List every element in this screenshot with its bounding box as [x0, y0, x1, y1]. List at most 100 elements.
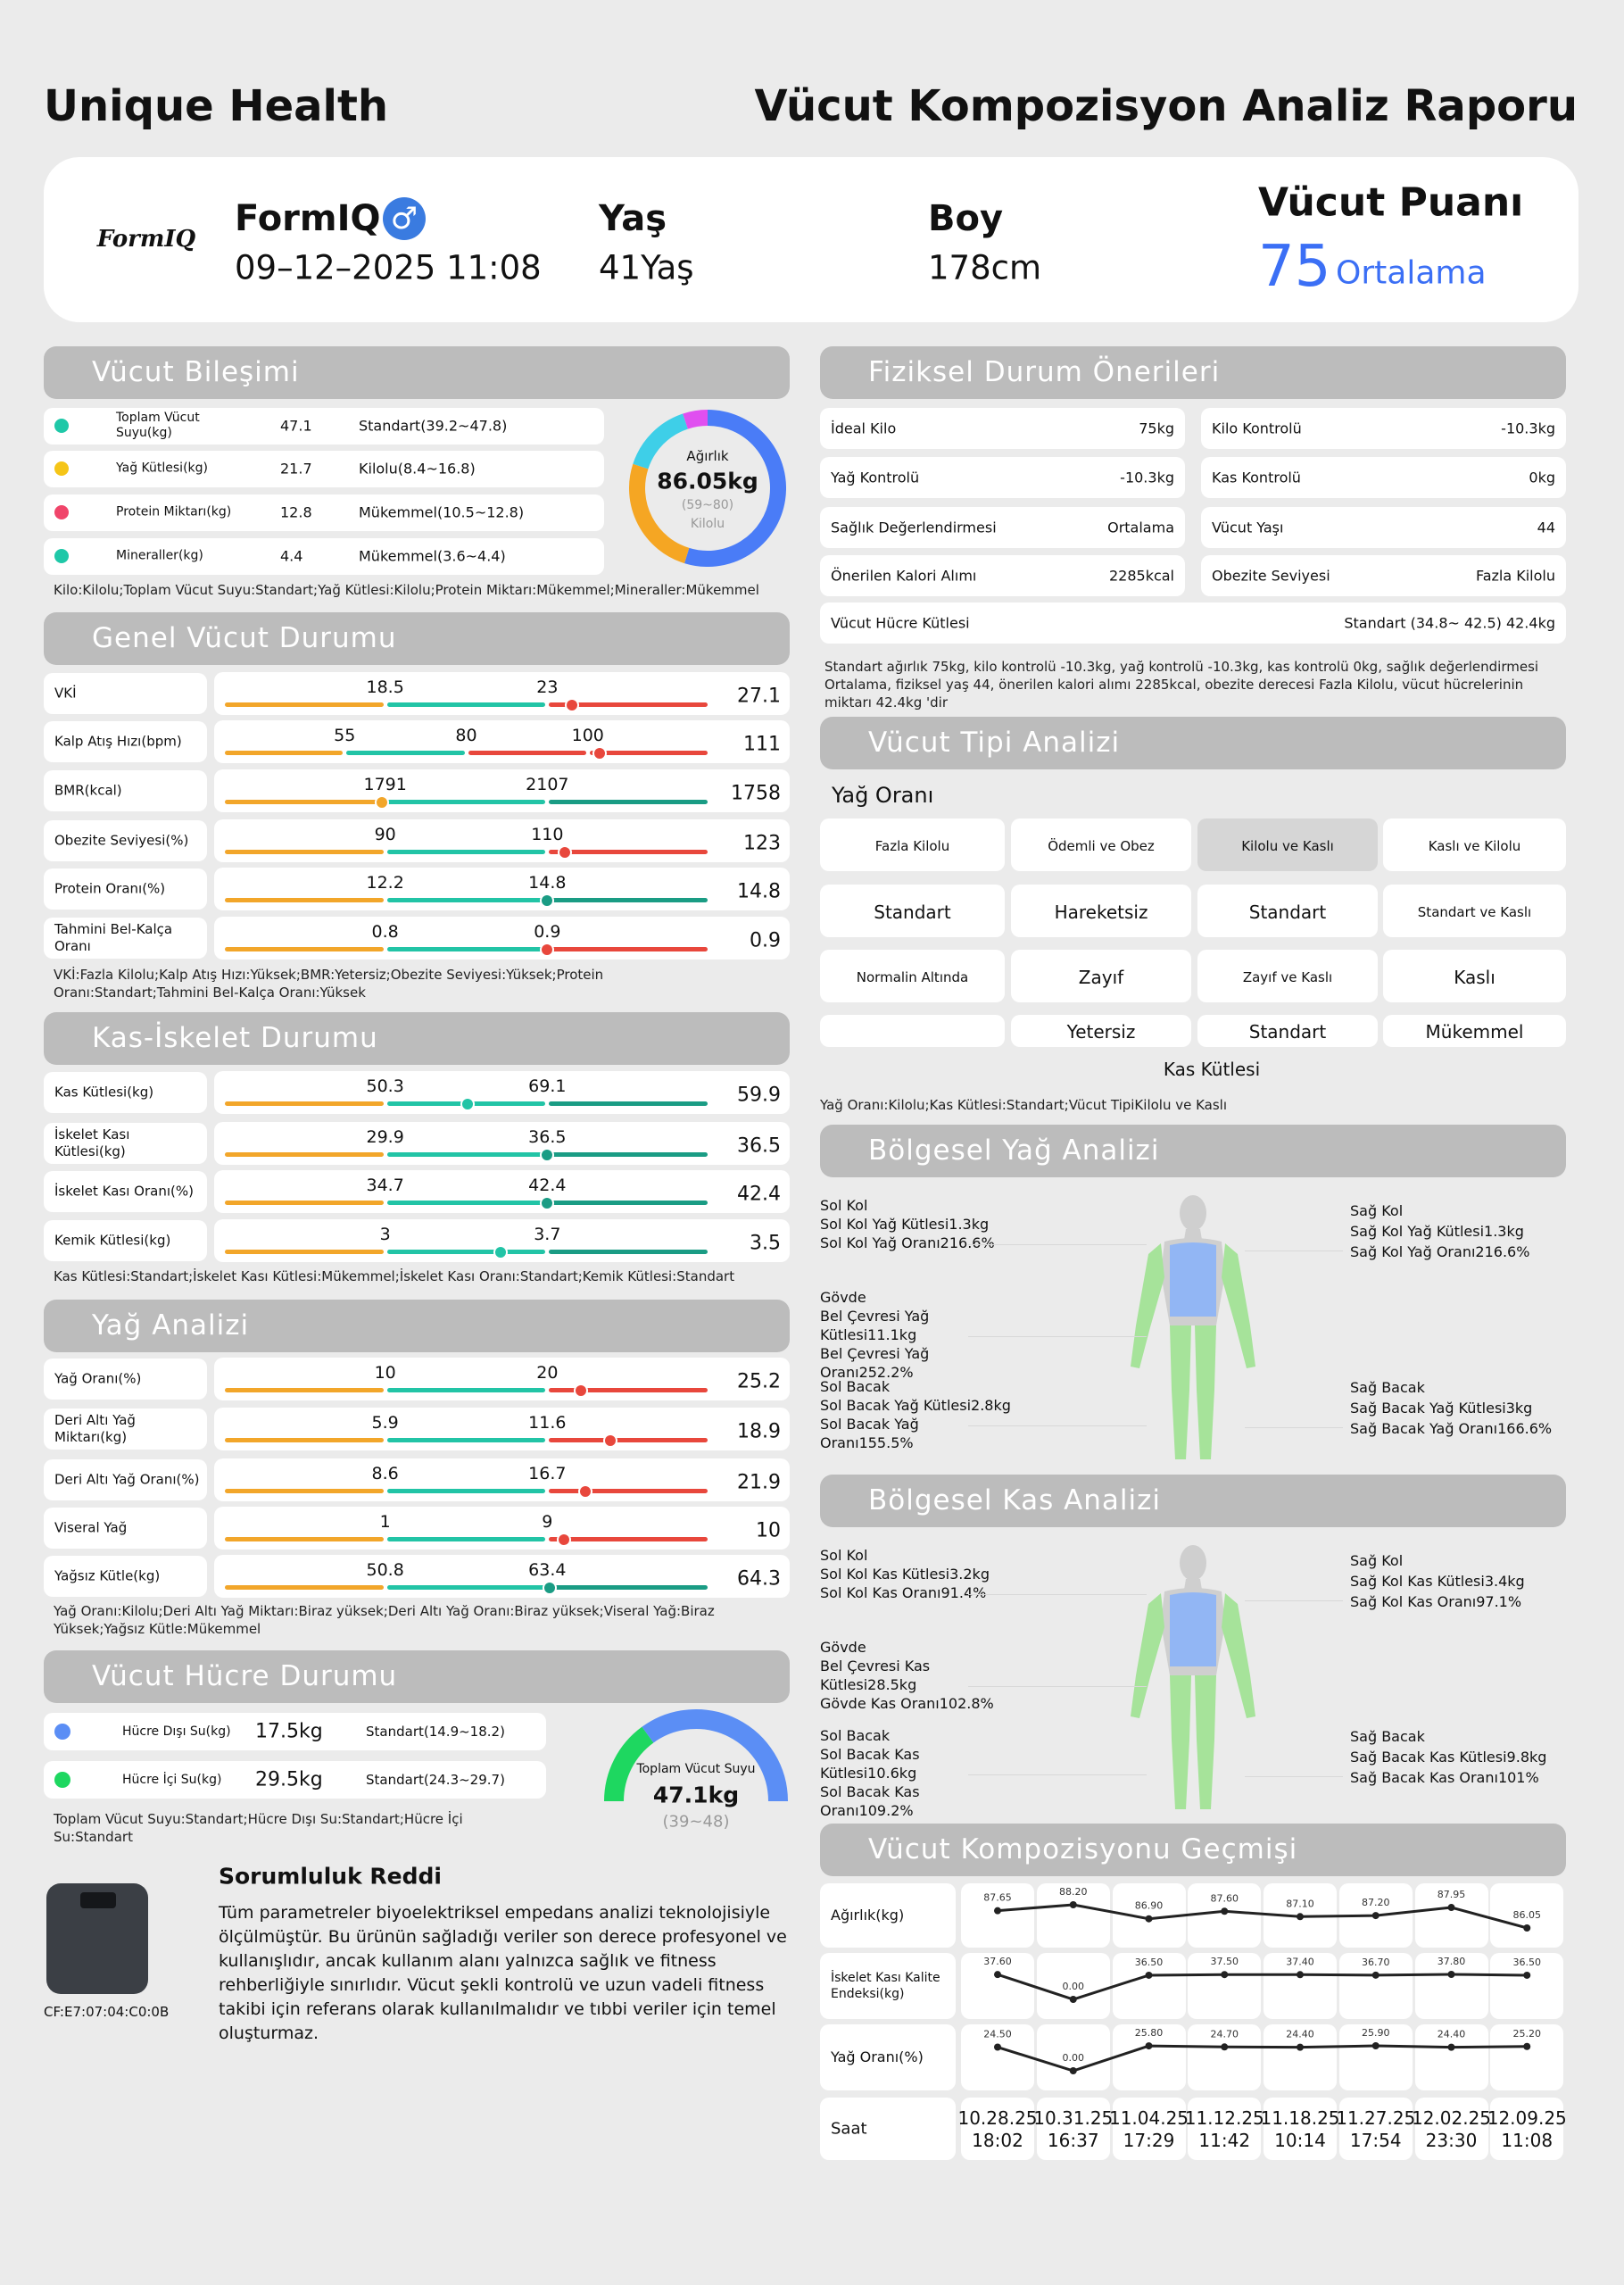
- recommendation-value: 2285kcal: [1108, 567, 1174, 585]
- summary-text: Yağ Oranı:Kilolu;Deri Altı Yağ Miktarı:B…: [54, 1603, 715, 1637]
- row-value: 25.2: [737, 1370, 781, 1393]
- range-segment: [225, 898, 384, 902]
- axis-cell: [820, 1015, 1005, 1047]
- range-segment: [386, 1201, 546, 1205]
- history-cell: [1338, 2098, 1413, 2160]
- series-point: [1371, 1971, 1380, 1979]
- gauge-arc: [604, 1726, 654, 1802]
- recommendation-value: 44: [1537, 519, 1555, 536]
- composition-row: [44, 494, 604, 531]
- x-tick-time: 17:54: [1349, 2130, 1402, 2151]
- value-marker: [556, 1532, 571, 1547]
- row-label: İskelet Kası Kütlesi(kg): [54, 1126, 130, 1159]
- row-label: Viseral Yağ: [54, 1519, 128, 1536]
- body-figure: [1131, 1195, 1255, 1459]
- row-status: Kilolu(8.4~16.8): [359, 460, 476, 478]
- body-type-label: Hareketsiz: [1054, 902, 1148, 923]
- cell-row: [44, 1761, 546, 1799]
- range-segment: [549, 1201, 708, 1205]
- history-cell: [1188, 1953, 1262, 2019]
- row-label: Toplam Vücut Suyu(kg): [116, 411, 200, 440]
- label-pill: [44, 1408, 207, 1450]
- data-label: 24.40: [1438, 2029, 1466, 2040]
- range-segment: [386, 1489, 546, 1493]
- body-type-cell: [820, 818, 1005, 871]
- region-text: Sağ Kol Yağ Kütlesi1.3kg: [1350, 1223, 1524, 1240]
- data-label: 87.65: [983, 1892, 1012, 1904]
- data-label: 87.95: [1438, 1889, 1466, 1900]
- history-cell: [1490, 1953, 1564, 2019]
- summary-text: Kas Kütlesi:Standart;İskelet Kası Kütles…: [54, 1268, 735, 1284]
- row-status: Standart(39.2~47.8): [359, 417, 508, 435]
- series-point: [1069, 1996, 1077, 2003]
- data-label: 37.60: [983, 1956, 1012, 1967]
- row-label: VKİ: [54, 685, 77, 702]
- device-id: CF:E7:07:04:C0:0B: [44, 2004, 170, 2020]
- x-tick-date: 11.12.25: [1184, 2107, 1264, 2129]
- threshold-label: 0.9: [534, 922, 561, 942]
- row-label: Kemik Kütlesi(kg): [54, 1232, 171, 1249]
- row-dot: [54, 505, 69, 519]
- label-pill: [44, 1359, 207, 1400]
- data-label: 86.05: [1513, 1909, 1542, 1921]
- age-label: Yaş: [599, 198, 667, 239]
- threshold-label: 11.6: [528, 1413, 567, 1433]
- series-line: [997, 2044, 1528, 2073]
- bar-pill: [214, 917, 790, 960]
- history-cell: [1188, 1883, 1262, 1948]
- range-segment: [468, 751, 586, 755]
- range-segment: [225, 850, 384, 854]
- section-header: Vücut Bileşimi: [44, 346, 790, 399]
- row-status: Mükemmel(10.5~12.8): [359, 503, 525, 521]
- series-name: Ağırlık(kg): [831, 1907, 905, 1924]
- donut-segment: [684, 410, 786, 567]
- body-type-cell: [820, 950, 1005, 1002]
- threshold-label: 42.4: [528, 1176, 567, 1195]
- body-type-label: Ödemli ve Obez: [1048, 838, 1155, 854]
- bar-pill: [214, 1358, 790, 1400]
- value-marker: [493, 1244, 509, 1259]
- data-label: 36.50: [1513, 1957, 1542, 1968]
- gauge-label: Toplam Vücut Suyu: [636, 1762, 756, 1776]
- disclaimer-title: Sorumluluk Reddi: [219, 1863, 442, 1890]
- value-marker: [592, 745, 608, 760]
- row-value: 10: [756, 1519, 781, 1542]
- series-point: [1447, 1904, 1455, 1912]
- section-header: Fiziksel Durum Önerileri: [820, 346, 1566, 399]
- bar-pill: [214, 868, 790, 910]
- connector-line: [968, 1244, 1147, 1245]
- row-value: 0.9: [750, 929, 781, 952]
- row-dot: [54, 549, 69, 563]
- row-label: Mineraller(kg): [116, 548, 203, 563]
- region-text: Sol Bacak Kas Oranı109.2%: [820, 1783, 920, 1819]
- label-pill: [44, 1072, 207, 1113]
- region-text: Sol Kol Yağ Kütlesi1.3kg: [820, 1216, 990, 1233]
- body-part: [1184, 1579, 1202, 1590]
- range-segment: [346, 751, 465, 755]
- body-type-cell: [1383, 950, 1566, 1002]
- row-value: 64.3: [737, 1567, 781, 1591]
- donut-value: 86.05kg: [657, 468, 758, 494]
- recommendation-label: Vücut Hücre Kütlesi: [831, 614, 970, 632]
- x-tick-date: 10.28.25: [957, 2107, 1038, 2129]
- history-cell: [1188, 2098, 1262, 2160]
- bar-pill: [214, 769, 790, 812]
- body-type-label: Normalin Altında: [856, 969, 969, 985]
- recommendation-cell: [820, 507, 1185, 548]
- range-segment: [386, 1585, 546, 1590]
- axis-tick-label: Mükemmel: [1425, 1021, 1524, 1043]
- region-text: Sol Kol Kas Oranı91.4%: [820, 1584, 987, 1601]
- data-label: 36.50: [1135, 1957, 1164, 1968]
- body-part: [1131, 1593, 1164, 1718]
- region-text: Sağ Bacak Kas Oranı101%: [1350, 1769, 1539, 1786]
- series-point: [1297, 1913, 1304, 1921]
- label-pill: [44, 1556, 207, 1597]
- region-text: Sol Bacak: [820, 1727, 891, 1744]
- range-segment: [549, 1489, 708, 1493]
- x-tick-date: 11.04.25: [1108, 2107, 1189, 2129]
- x-tick-time: 23:30: [1425, 2130, 1478, 2151]
- series-point: [994, 1907, 1001, 1915]
- recommendation-label: Kilo Kontrolü: [1212, 420, 1302, 437]
- row-dot: [54, 461, 69, 476]
- recommendation-value: Ortalama: [1107, 519, 1174, 536]
